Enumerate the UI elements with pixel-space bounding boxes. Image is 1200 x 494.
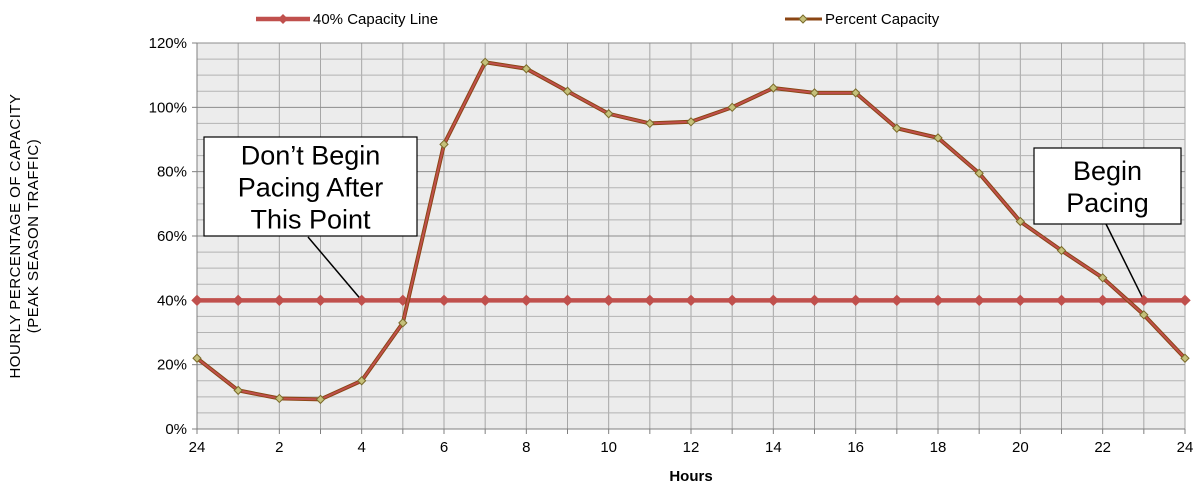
tick-labels: 24 2 4 6 8 10 12 14 16 18 20 22 240%20%40%60%80%100%… [149, 35, 1194, 456]
marker-40-capacity [232, 294, 244, 307]
marker-percent-capacity [768, 83, 779, 93]
marker-40-capacity [479, 294, 491, 307]
legend-marker-percent-capacity [798, 14, 808, 24]
legend-label-40-capacity: 40% Capacity Line [313, 11, 438, 28]
marker-40-capacity [685, 294, 697, 307]
marker-percent-capacity [686, 117, 696, 127]
y-tick-label: 0% [165, 421, 187, 438]
marker-percent-capacity [1056, 245, 1067, 256]
marker-percent-capacity [645, 118, 655, 129]
x-tick-label: 18 [930, 439, 947, 456]
legend-marker-40-capacity [278, 14, 288, 24]
axes [192, 42, 1186, 434]
marker-40-capacity [1055, 294, 1068, 307]
marker-percent-capacity [192, 353, 202, 363]
callout-text-line: Pacing After [238, 173, 384, 203]
marker-40-capacity [644, 294, 656, 307]
marker-40-capacity [561, 294, 574, 307]
marker-percent-capacity [398, 318, 408, 328]
callout-text-line: Pacing [1066, 188, 1149, 218]
x-axis-title: Hours [669, 468, 712, 485]
x-tick-label: 22 [1094, 439, 1111, 456]
marker-40-capacity [932, 294, 944, 307]
marker-40-capacity [973, 294, 985, 307]
y-tick-label: 120% [149, 35, 187, 52]
marker-percent-capacity [850, 88, 861, 98]
marker-percent-capacity [1015, 216, 1026, 227]
y-axis-title-line2: (PEAK SEASON TRAFFIC) [25, 139, 42, 333]
marker-40-capacity [520, 294, 533, 307]
callout-text-line: Don’t Begin [241, 141, 381, 171]
marker-40-capacity [355, 294, 368, 307]
marker-percent-capacity [1139, 310, 1149, 320]
callout-pointer [1105, 223, 1145, 301]
x-tick-label: 24 [189, 439, 206, 456]
legend: 40% Capacity Line Percent Capacity [256, 11, 940, 28]
marker-percent-capacity [727, 102, 737, 113]
marker-40-capacity [438, 294, 450, 307]
marker-40-capacity [397, 294, 409, 307]
x-tick-label: 24 [1177, 439, 1194, 456]
marker-percent-capacity [603, 109, 614, 119]
marker-percent-capacity [892, 123, 902, 133]
x-tick-label: 4 [357, 439, 365, 456]
x-tick-label: 6 [440, 439, 448, 456]
marker-40-capacity [891, 294, 903, 307]
marker-percent-capacity [274, 393, 285, 404]
marker-40-capacity [1096, 294, 1109, 307]
marker-percent-capacity [439, 139, 449, 150]
marker-40-capacity [314, 294, 327, 307]
marker-40-capacity [1138, 294, 1150, 307]
y-tick-label: 40% [157, 292, 187, 309]
callout-pointer [307, 236, 363, 301]
y-tick-label: 100% [149, 99, 187, 116]
marker-percent-capacity [356, 376, 367, 386]
y-axis-title-line1: HOURLY PERCENTAGE OF CAPACITY [7, 93, 24, 378]
y-tick-label: 20% [157, 357, 187, 374]
legend-label-percent-capacity: Percent Capacity [825, 11, 940, 28]
x-tick-label: 14 [765, 439, 782, 456]
marker-percent-capacity [233, 385, 243, 396]
marker-40-capacity [602, 294, 615, 307]
y-tick-label: 80% [157, 164, 187, 181]
x-tick-label: 10 [600, 439, 617, 456]
callout-box [1033, 147, 1182, 225]
marker-40-capacity [726, 294, 738, 307]
x-tick-label: 16 [847, 439, 864, 456]
marker-40-capacity [1179, 294, 1191, 307]
y-tick-label: 60% [157, 228, 187, 245]
marker-percent-capacity [480, 57, 490, 68]
x-tick-label: 12 [683, 439, 700, 456]
gridlines [196, 42, 1186, 430]
marker-percent-capacity [1180, 353, 1190, 363]
x-tick-label: 20 [1012, 439, 1029, 456]
marker-percent-capacity [315, 394, 326, 405]
callout-box [203, 136, 418, 237]
series-lines [191, 57, 1191, 405]
marker-percent-capacity [974, 168, 984, 178]
marker-percent-capacity [562, 86, 573, 96]
callout-text-line: Begin [1073, 156, 1142, 186]
callout-text-line: This Point [250, 205, 371, 235]
marker-40-capacity [191, 294, 203, 307]
x-tick-label: 2 [275, 439, 283, 456]
marker-40-capacity [849, 294, 862, 307]
marker-40-capacity [1014, 294, 1027, 307]
marker-percent-capacity [1097, 273, 1108, 283]
marker-percent-capacity [521, 64, 532, 74]
marker-percent-capacity [809, 88, 820, 98]
x-tick-label: 8 [522, 439, 530, 456]
marker-40-capacity [808, 294, 821, 307]
marker-percent-capacity [933, 133, 943, 143]
marker-40-capacity [273, 294, 286, 307]
marker-40-capacity [767, 294, 780, 307]
